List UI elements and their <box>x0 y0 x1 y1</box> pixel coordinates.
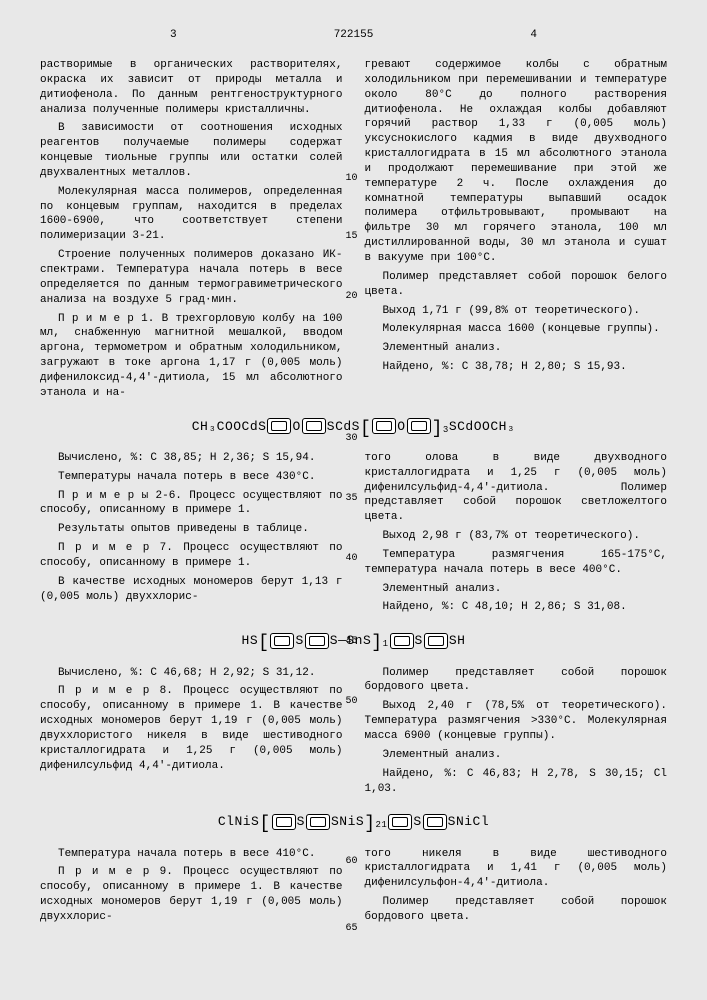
line-number: 35 <box>346 492 358 506</box>
right-column: того никеля в виде шестиводного кристалл… <box>365 847 668 929</box>
right-column: того олова в виде двухводного кристаллог… <box>365 451 668 619</box>
paragraph: растворимые в органических растворителях… <box>40 58 343 117</box>
formula-text: S <box>297 814 305 829</box>
formula-text: O <box>292 419 300 434</box>
bracket-icon: [ <box>259 814 270 834</box>
line-number: 30 <box>346 432 358 446</box>
paragraph: П р и м е р 9. Процесс осуществляют по с… <box>40 865 343 924</box>
paragraph: П р и м е р 7. Процесс осуществляют по с… <box>40 541 343 571</box>
benzene-ring-icon <box>388 814 412 830</box>
benzene-ring-icon <box>390 633 414 649</box>
paragraph: Выход 1,71 г (99,8% от теоретического). <box>365 304 668 319</box>
paragraph: Полимер представляет собой порошок бордо… <box>365 895 668 925</box>
paragraph: Результаты опытов приведены в таблице. <box>40 522 343 537</box>
paragraph: В зависимости от соотношения исходных ре… <box>40 121 343 180</box>
paragraph: того никеля в виде шестиводного кристалл… <box>365 847 668 892</box>
formula-text: SCdOOCH₃ <box>449 419 515 434</box>
formula-text: SNiS <box>331 814 364 829</box>
line-number: 65 <box>346 922 358 936</box>
paragraph: Элементный анализ. <box>365 748 668 763</box>
paragraph: Температура размягчения 165-175°С, темпе… <box>365 548 668 578</box>
page-number-right: 4 <box>530 28 537 43</box>
benzene-ring-icon <box>302 418 326 434</box>
left-column: Вычислено, %: С 38,85; Н 2,36; S 15,94. … <box>40 451 343 619</box>
paragraph: Полимер представляет собой порошок белог… <box>365 270 668 300</box>
line-number: 60 <box>346 855 358 869</box>
line-number: 50 <box>346 695 358 709</box>
benzene-ring-icon <box>267 418 291 434</box>
paragraph: гревают содержимое колбы с обратным холо… <box>365 58 668 266</box>
chemical-formula-3: ClNiS[ S SNiS]21 S SNiCl <box>40 812 667 836</box>
formula-text: SNiCl <box>448 814 490 829</box>
document-number: 722155 <box>334 29 374 41</box>
patent-page: 3 722155 4 растворимые в органических ра… <box>0 0 707 1000</box>
paragraph: Молекулярная масса полимеров, определенн… <box>40 185 343 244</box>
paragraph: Найдено, %: С 46,83; Н 2,78, S 30,15; Cl… <box>365 767 668 797</box>
benzene-ring-icon <box>407 418 431 434</box>
formula-text: CH₃COOCdS <box>192 419 267 434</box>
right-column: гревают содержимое колбы с обратным холо… <box>365 58 668 405</box>
paragraph: П р и м е р 1. В трехгорловую колбу на 1… <box>40 312 343 401</box>
paragraph: Полимер представляет собой порошок бордо… <box>365 666 668 696</box>
paragraph: Найдено, %: С 48,10; Н 2,86; S 31,08. <box>365 600 668 615</box>
formula-text: O <box>397 419 405 434</box>
paragraph: Найдено, %: С 38,78; Н 2,80; S 15,93. <box>365 360 668 375</box>
bracket-icon: [ <box>360 419 371 439</box>
page-number-left: 3 <box>170 28 177 43</box>
bracket-icon: [ <box>258 633 269 653</box>
paragraph: Вычислено, %: С 38,85; Н 2,36; S 15,94. <box>40 451 343 466</box>
benzene-ring-icon <box>306 814 330 830</box>
text-block-3: Вычислено, %: С 46,68; Н 2,92; S 31,12. … <box>40 666 667 801</box>
paragraph: Молекулярная масса 1600 (концевые группы… <box>365 322 668 337</box>
benzene-ring-icon <box>423 814 447 830</box>
benzene-ring-icon <box>270 633 294 649</box>
left-column: растворимые в органических растворителях… <box>40 58 343 405</box>
paragraph: В качестве исходных мономеров берут 1,13… <box>40 575 343 605</box>
paragraph: Температуры начала потерь в весе 430°С. <box>40 470 343 485</box>
text-block-2: Вычислено, %: С 38,85; Н 2,36; S 15,94. … <box>40 451 667 619</box>
line-number: 40 <box>346 552 358 566</box>
left-column: Температура начала потерь в весе 410°С. … <box>40 847 343 929</box>
formula-text: HS <box>242 633 259 648</box>
bracket-icon: ] <box>432 419 443 439</box>
formula-text: ClNiS <box>218 814 260 829</box>
bracket-icon: ] <box>371 633 382 653</box>
line-number: 20 <box>346 290 358 304</box>
paragraph: того олова в виде двухводного кристаллог… <box>365 451 668 525</box>
line-number: 45 <box>346 635 358 649</box>
subscript: 1 <box>383 639 389 649</box>
bracket-icon: ] <box>364 814 375 834</box>
formula-text: SH <box>449 633 466 648</box>
right-column: Полимер представляет собой порошок бордо… <box>365 666 668 801</box>
paragraph: Элементный анализ. <box>365 582 668 597</box>
paragraph: Элементный анализ. <box>365 341 668 356</box>
formula-text: S <box>413 814 421 829</box>
benzene-ring-icon <box>305 633 329 649</box>
page-header: 3 722155 4 <box>40 28 667 52</box>
left-column: Вычислено, %: С 46,68; Н 2,92; S 31,12. … <box>40 666 343 801</box>
paragraph: Температура начала потерь в весе 410°С. <box>40 847 343 862</box>
line-number: 15 <box>346 230 358 244</box>
subscript: 21 <box>376 820 388 830</box>
paragraph: П р и м е р ы 2-6. Процесс осуществляют … <box>40 489 343 519</box>
benzene-ring-icon <box>424 633 448 649</box>
paragraph: Строение полученных полимеров доказано И… <box>40 248 343 307</box>
formula-text: S <box>295 633 303 648</box>
paragraph: П р и м е р 8. Процесс осуществляют по с… <box>40 684 343 773</box>
paragraph: Выход 2,40 г (78,5% от теоретического). … <box>365 699 668 744</box>
formula-text: S <box>415 633 423 648</box>
benzene-ring-icon <box>372 418 396 434</box>
paragraph: Вычислено, %: С 46,68; Н 2,92; S 31,12. <box>40 666 343 681</box>
line-number: 10 <box>346 172 358 186</box>
benzene-ring-icon <box>272 814 296 830</box>
paragraph: Выход 2,98 г (83,7% от теоретического). <box>365 529 668 544</box>
